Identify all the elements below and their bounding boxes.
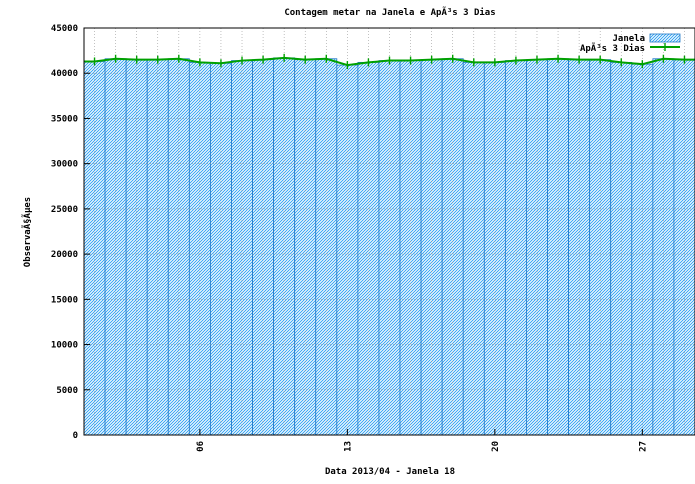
line-layer <box>84 53 695 70</box>
y-tick-label: 5000 <box>56 386 78 396</box>
grid-layer <box>84 27 695 435</box>
x-tick-label: 13 <box>343 441 353 452</box>
y-tick-label: 25000 <box>51 205 78 215</box>
legend-label-apos-3-dias: ApÃ³s 3 Dias <box>580 43 645 54</box>
x-tick-label: 27 <box>638 441 648 452</box>
chart-title: Contagem metar na Janela e ApÃ³s 3 Dias <box>284 7 495 18</box>
y-tick-label: 0 <box>73 431 78 441</box>
y-tick-label: 10000 <box>51 341 78 351</box>
x-axis-label: Data 2013/04 - Janela 18 <box>325 467 455 477</box>
legend: Janela ApÃ³s 3 Dias <box>580 33 681 54</box>
y-tick-label: 30000 <box>51 160 78 170</box>
y-tick-label: 35000 <box>51 114 78 124</box>
plot-frame <box>83 27 695 436</box>
x-tick-label: 06 <box>196 441 206 452</box>
y-tick-label: 40000 <box>51 69 78 79</box>
legend-label-janela: Janela <box>612 34 645 44</box>
legend-swatch-janela <box>649 33 681 43</box>
y-axis-label: ObservaÃ§Ãµes <box>22 197 33 267</box>
bar-janela-day-1 <box>83 61 106 436</box>
bar-janela-day-10 <box>273 57 296 436</box>
axes-layer: 0 5000 10000 15000 20000 25000 30000 35000 40000… <box>51 24 695 452</box>
y-tick-label: 15000 <box>51 295 78 305</box>
bars-layer <box>83 57 695 436</box>
y-tick-label: 45000 <box>51 24 78 34</box>
x-tick-label: 20 <box>491 441 501 452</box>
y-tick-label: 20000 <box>51 250 78 260</box>
